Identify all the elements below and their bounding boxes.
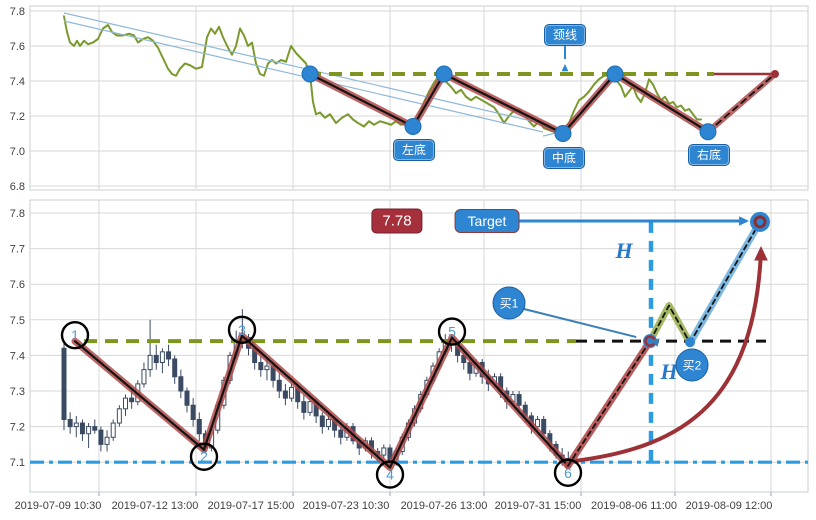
top-breakout [705, 70, 779, 135]
left-bottom-badge: 左底 [392, 139, 436, 161]
svg-text:7.4: 7.4 [10, 350, 25, 362]
target-price-badge: 7.78 [371, 208, 423, 234]
signal-dots [643, 211, 770, 349]
svg-text:7.2: 7.2 [10, 111, 25, 123]
svg-text:2019-07-12 13:00: 2019-07-12 13:00 [112, 500, 199, 512]
pivot-circle-4 [375, 460, 405, 489]
buy1-arrow [523, 308, 660, 347]
pivot-circle-3 [227, 315, 257, 345]
svg-text:7.8: 7.8 [10, 6, 25, 18]
height-label-lower: H [660, 359, 678, 384]
pivot-circle-5 [437, 317, 467, 346]
svg-text:2019-07-31 15:00: 2019-07-31 15:00 [495, 500, 582, 512]
svg-text:2019-08-09 12:00: 2019-08-09 12:00 [686, 500, 773, 512]
svg-text:2019-07-17 15:00: 2019-07-17 15:00 [208, 500, 295, 512]
bottom-zigzag [71, 332, 572, 472]
svg-text:2: 2 [200, 449, 208, 465]
right-bottom-badge: 右底 [687, 144, 731, 166]
top-pivot-dots [301, 65, 717, 142]
svg-text:7.1: 7.1 [10, 457, 25, 469]
svg-text:7.5: 7.5 [10, 315, 25, 327]
top-zigzag [306, 70, 712, 137]
svg-text:4: 4 [386, 467, 394, 483]
svg-text:5: 5 [448, 324, 456, 340]
target-arrow [519, 216, 749, 226]
buy1-badge: 买1 [492, 286, 526, 320]
svg-text:7.8: 7.8 [10, 208, 25, 220]
svg-text:6: 6 [564, 465, 572, 481]
svg-text:6.8: 6.8 [10, 181, 25, 193]
buy2-badge: 买2 [675, 348, 709, 382]
svg-text:7.6: 7.6 [10, 279, 25, 291]
pivot-circle-1 [60, 320, 90, 350]
projection-curve-arrow [573, 246, 768, 463]
neckline-badge: 颈线 [543, 24, 587, 46]
svg-text:2019-08-06 11:00: 2019-08-06 11:00 [591, 500, 677, 512]
breakout-segment-red [564, 337, 654, 470]
svg-text:7.6: 7.6 [10, 41, 25, 53]
middle-bottom-badge: 中底 [542, 147, 586, 169]
pivot-circle-6 [553, 458, 583, 487]
height-label-upper: H [615, 238, 633, 263]
svg-text:3: 3 [238, 322, 246, 338]
bottom-chart: 7.8 7.7 7.6 7.5 7.4 7.3 7.2 7.1 2019-07-09 10:30… [10, 199, 809, 512]
target-badge: Target [454, 209, 520, 233]
svg-text:7.2: 7.2 [10, 422, 25, 434]
svg-text:7.3: 7.3 [10, 386, 25, 398]
svg-text:7.7: 7.7 [10, 244, 25, 256]
pivot-circle-2 [189, 442, 219, 471]
rally-segment-blue [686, 218, 764, 347]
neckline-badge-arrow [561, 46, 569, 72]
svg-text:7.0: 7.0 [10, 146, 25, 158]
svg-text:1: 1 [71, 327, 79, 343]
svg-text:2019-07-23 10:30: 2019-07-23 10:30 [303, 500, 390, 512]
svg-text:7.4: 7.4 [10, 76, 25, 88]
svg-text:2019-07-26 13:00: 2019-07-26 13:00 [401, 500, 488, 512]
pivot-number-circles: 1 2 3 4 5 6 [60, 315, 583, 489]
svg-text:2019-07-09 10:30: 2019-07-09 10:30 [15, 500, 102, 512]
pullback-segment-green [646, 302, 694, 347]
